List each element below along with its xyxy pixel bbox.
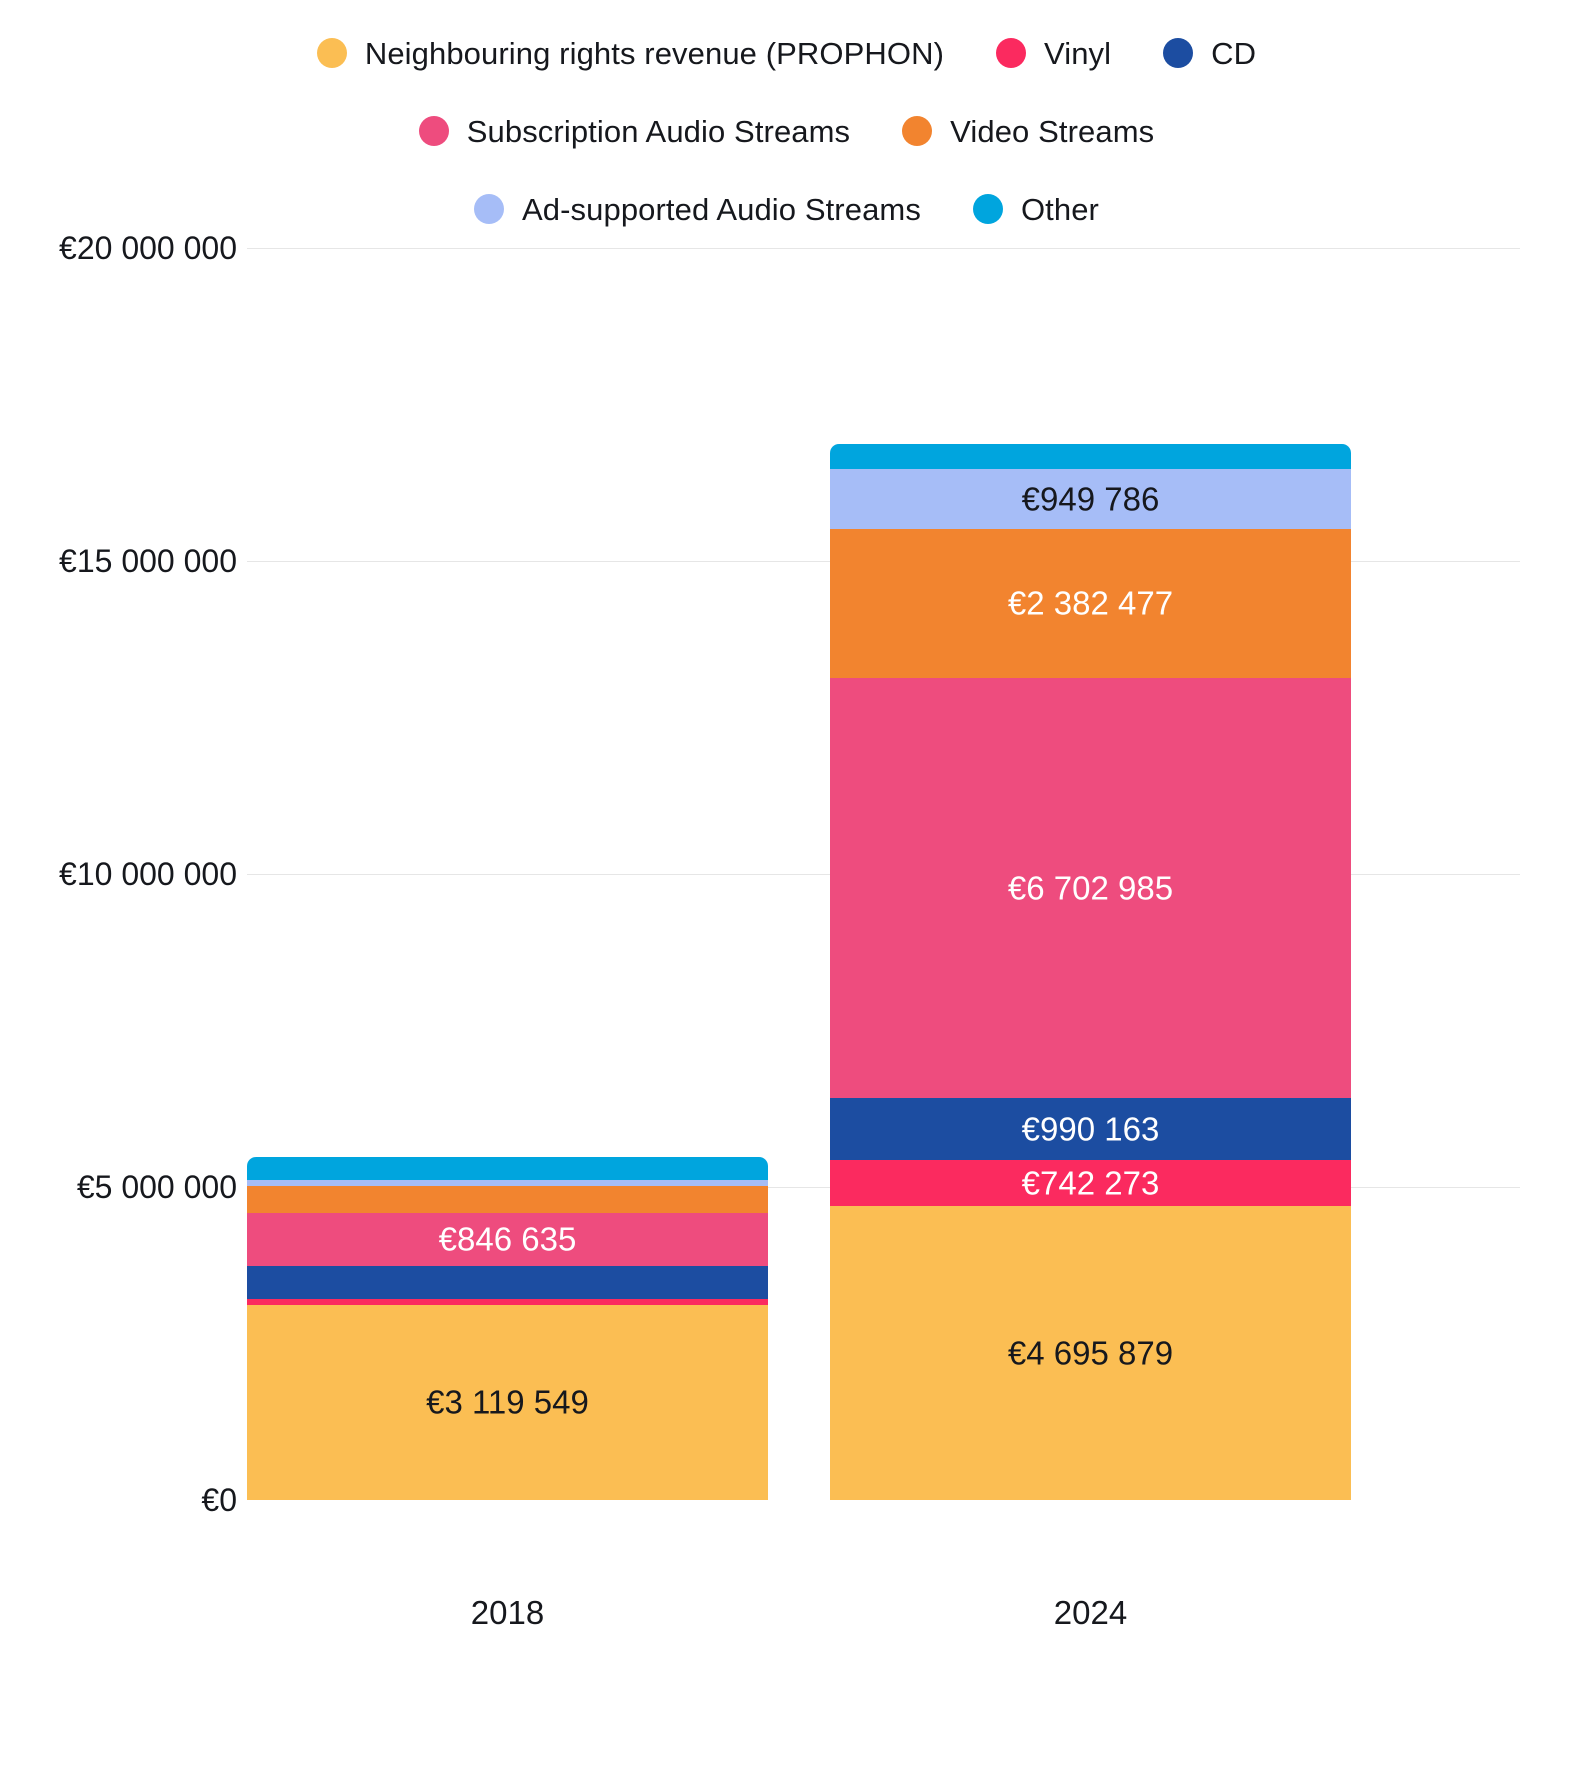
chart-legend: Neighbouring rights revenue (PROPHON) Vi… (0, 0, 1573, 248)
legend-item-vinyl[interactable]: Vinyl (996, 38, 1111, 69)
legend-row-3: Ad-supported Audio Streams Other (0, 170, 1573, 248)
bar-segment[interactable]: €525 000 (247, 1265, 768, 1299)
legend-dot-icon (418, 116, 449, 146)
y-axis-tick-label: €20 000 000 (59, 230, 237, 266)
x-axis-tick-2018: 2018 (470, 1594, 545, 1631)
x-axis: 2018 2024 (0, 1582, 1573, 1652)
legend-item-video-streams[interactable]: Video Streams (902, 116, 1154, 147)
bar-segment[interactable]: €354 320 (247, 1157, 768, 1180)
bar-segment[interactable]: €949 786 (830, 469, 1351, 529)
bar-segment[interactable]: €100 000 (247, 1179, 768, 1186)
legend-item-ad-supported-audio-streams[interactable]: Ad-supported Audio Streams (474, 194, 921, 225)
bar-segment-value-label: €990 163 (1021, 1110, 1160, 1148)
legend-row-2: Subscription Audio Streams Video Streams (0, 92, 1573, 170)
x-axis-tick-2024: 2024 (1053, 1594, 1128, 1631)
bar-segment-value-label: €2 382 477 (1007, 584, 1174, 622)
legend-dot-icon (996, 38, 1027, 68)
bar-segment[interactable]: €4 695 879 (830, 1205, 1351, 1500)
legend-row-1: Neighbouring rights revenue (PROPHON) Vi… (0, 14, 1573, 92)
legend-item-prophon[interactable]: Neighbouring rights revenue (PROPHON) (316, 35, 945, 71)
legend-dot-icon (902, 116, 933, 146)
y-axis-tick-label: €15 000 000 (59, 543, 237, 579)
bar-segment[interactable]: €742 273 (830, 1159, 1351, 1206)
bar-segment[interactable]: €399 000 (830, 444, 1351, 470)
y-axis-tick-label: €10 000 000 (59, 856, 237, 892)
legend-dot-icon (1163, 38, 1194, 68)
bar-segment[interactable]: €432 000 (247, 1185, 768, 1213)
legend-item-other[interactable]: Other (972, 191, 1099, 227)
legend-dot-icon (972, 194, 1003, 224)
gridline-20000000 (247, 248, 1520, 249)
bar-segment-value-label: €4 695 879 (1007, 1334, 1174, 1372)
stacked-bar-2018[interactable]: €354 320€100 000€432 000 €846 635 €525 000… (247, 1157, 768, 1500)
y-axis-tick-label: €0 (201, 1482, 237, 1518)
legend-item-label: Subscription Audio Streams (466, 113, 851, 149)
bar-segment-value-label: €742 273 (1021, 1164, 1160, 1202)
bar-segment[interactable]: €990 163 (830, 1097, 1351, 1160)
bar-segment[interactable]: €6 702 985 (830, 677, 1351, 1098)
stacked-bar-2024[interactable]: €399 000 €949 786 €2 382 477 €6 702 985 €990… (830, 444, 1351, 1500)
bar-segment-value-label: €6 702 985 (1007, 869, 1174, 907)
bar-segment-value-label: €949 786 (1021, 480, 1160, 518)
bar-segment[interactable]: €96 000 (247, 1298, 768, 1305)
bar-segment[interactable]: €846 635 (247, 1212, 768, 1266)
bar-segment-value-label: €846 635 (438, 1220, 577, 1258)
chart-plot-area: €0 €5 000 000 €10 000 000 €15 000 000 €20 00… (0, 232, 1573, 1582)
bar-segment-value-label: €3 119 549 (426, 1383, 589, 1421)
legend-item-subscription-audio-streams[interactable]: Subscription Audio Streams (418, 113, 851, 149)
legend-item-label: Vinyl (1044, 35, 1112, 71)
legend-item-cd[interactable]: CD (1163, 38, 1256, 69)
legend-item-label: Other (1020, 191, 1099, 227)
bar-segment[interactable]: €3 119 549 (247, 1304, 768, 1500)
legend-item-label: Video Streams (950, 113, 1155, 149)
legend-item-label: Ad-supported Audio Streams (522, 191, 921, 227)
legend-item-label: CD (1211, 35, 1257, 71)
legend-item-label: Neighbouring rights revenue (PROPHON) (364, 35, 945, 71)
y-axis-tick-label: €5 000 000 (76, 1169, 237, 1205)
legend-dot-icon (316, 38, 347, 68)
bar-segment[interactable]: €2 382 477 (830, 528, 1351, 678)
legend-dot-icon (474, 194, 504, 224)
